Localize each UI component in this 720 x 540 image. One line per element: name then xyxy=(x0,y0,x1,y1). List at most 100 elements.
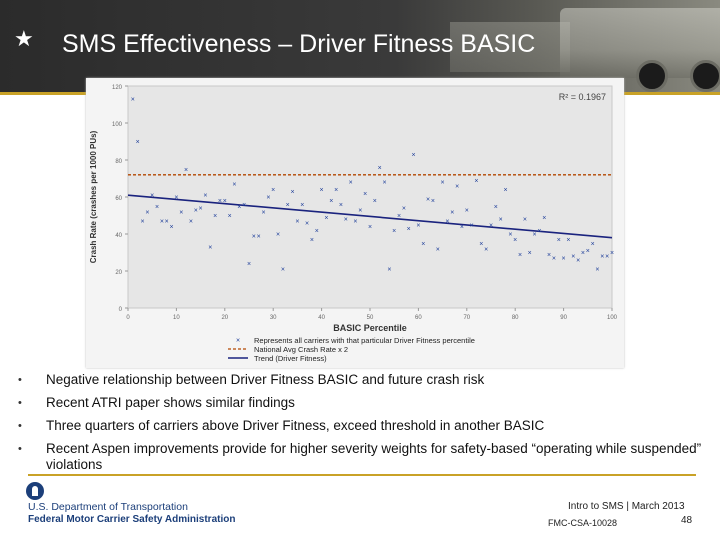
data-point: × xyxy=(494,204,498,211)
data-point: × xyxy=(286,202,290,209)
bullet-dot-icon: • xyxy=(18,420,22,432)
plot-area xyxy=(127,85,613,309)
data-point: × xyxy=(208,244,212,251)
trend-line xyxy=(127,194,613,239)
data-point: × xyxy=(479,241,483,248)
data-point: × xyxy=(533,232,537,239)
data-point: × xyxy=(513,237,517,244)
data-point: × xyxy=(291,189,295,196)
data-point: × xyxy=(392,228,396,235)
data-point: × xyxy=(373,198,377,205)
data-point: × xyxy=(460,224,464,231)
data-point: × xyxy=(591,241,595,248)
data-point: × xyxy=(503,187,507,194)
x-axis-label: BASIC Percentile xyxy=(333,323,407,333)
data-point: × xyxy=(242,202,246,209)
x-tick-label: 100 xyxy=(607,315,618,321)
bullet-text: Three quarters of carriers above Driver … xyxy=(46,418,545,433)
x-tick-label: 10 xyxy=(173,315,180,321)
header-banner xyxy=(0,0,720,92)
y-axis-label: Crash Rate (crashes per 1000 PUs) xyxy=(89,130,98,263)
x-tick-label: 70 xyxy=(463,315,470,321)
legend-marker-point: × xyxy=(236,338,240,345)
bullet-text: Recent Aspen improvements provide for hi… xyxy=(46,441,702,472)
data-point: × xyxy=(349,180,353,187)
x-tick-label: 0 xyxy=(126,315,130,321)
data-point: × xyxy=(165,219,169,226)
data-point: × xyxy=(339,202,343,209)
data-point: × xyxy=(412,152,416,159)
data-point: × xyxy=(295,219,299,226)
data-point: × xyxy=(416,222,420,229)
data-point: × xyxy=(552,256,556,263)
data-point: × xyxy=(194,207,198,214)
data-point: × xyxy=(474,178,478,185)
data-point: × xyxy=(261,209,265,216)
data-point: × xyxy=(605,254,609,261)
x-tick-label: 50 xyxy=(367,315,374,321)
data-point: × xyxy=(189,219,193,226)
bullet-dot-icon: • xyxy=(18,374,22,386)
data-point: × xyxy=(557,237,561,244)
x-tick-label: 40 xyxy=(318,315,325,321)
data-point: × xyxy=(566,237,570,244)
data-point: × xyxy=(542,215,546,222)
data-point: × xyxy=(276,232,280,239)
data-point: × xyxy=(310,237,314,244)
data-point: × xyxy=(184,167,188,174)
data-point: × xyxy=(213,213,217,220)
data-point: × xyxy=(465,207,469,214)
r-squared-label: R² = 0.1967 xyxy=(559,92,606,102)
data-point: × xyxy=(581,250,585,257)
x-tick-label: 20 xyxy=(221,315,228,321)
truck-wheel-image xyxy=(636,60,668,92)
data-point: × xyxy=(199,206,203,213)
data-point: × xyxy=(271,187,275,194)
y-tick-label: 20 xyxy=(115,270,122,276)
data-point: × xyxy=(136,139,140,146)
data-point: × xyxy=(160,219,164,226)
bullet-list: • Negative relationship between Driver Fi… xyxy=(18,372,708,473)
legend-entry: Represents all carriers with that partic… xyxy=(254,336,475,345)
data-point: × xyxy=(150,193,154,200)
data-point: × xyxy=(431,198,435,205)
y-tick-label: 40 xyxy=(115,233,122,239)
data-point: × xyxy=(537,228,541,235)
x-tick-label: 60 xyxy=(415,315,422,321)
data-point: × xyxy=(353,219,357,226)
data-point: × xyxy=(426,196,430,203)
data-point: × xyxy=(223,198,227,205)
data-point: × xyxy=(174,195,178,202)
data-point: × xyxy=(358,207,362,214)
data-point: × xyxy=(397,213,401,220)
data-point: × xyxy=(203,193,207,200)
data-point: × xyxy=(155,204,159,211)
x-tick-label: 30 xyxy=(270,315,277,321)
data-point: × xyxy=(315,228,319,235)
scatter-chart: 0 20 40 60 80 100 120 0 10 20 30 40 50 60 70 80 90 100 BAS… xyxy=(86,78,624,368)
bullet-item: • Three quarters of carriers above Driver… xyxy=(18,418,708,434)
data-point: × xyxy=(382,180,386,187)
data-point: × xyxy=(499,217,503,224)
data-point: × xyxy=(547,252,551,259)
x-tick-label: 80 xyxy=(512,315,519,321)
data-point: × xyxy=(586,248,590,255)
data-point: × xyxy=(387,267,391,274)
data-point: × xyxy=(232,182,236,189)
data-point: × xyxy=(218,198,222,205)
chart-canvas: 0 20 40 60 80 100 120 0 10 20 30 40 50 60 70 80 90 100 BAS… xyxy=(89,85,618,363)
data-point: × xyxy=(576,257,580,264)
data-point: × xyxy=(489,222,493,229)
bullet-dot-icon: • xyxy=(18,397,22,409)
data-point: × xyxy=(305,220,309,227)
data-point: × xyxy=(228,213,232,220)
y-tick-label: 80 xyxy=(115,159,122,165)
y-tick-label: 100 xyxy=(112,122,123,128)
data-point: × xyxy=(257,233,261,240)
star-icon: ★ xyxy=(14,26,34,51)
data-point: × xyxy=(407,226,411,233)
legend-entry: Trend (Driver Fitness) xyxy=(254,354,327,363)
data-point: × xyxy=(571,254,575,261)
bullet-text: Recent ATRI paper shows similar findings xyxy=(46,395,295,410)
slide-title: SMS Effectiveness – Driver Fitness BASIC xyxy=(62,30,536,58)
